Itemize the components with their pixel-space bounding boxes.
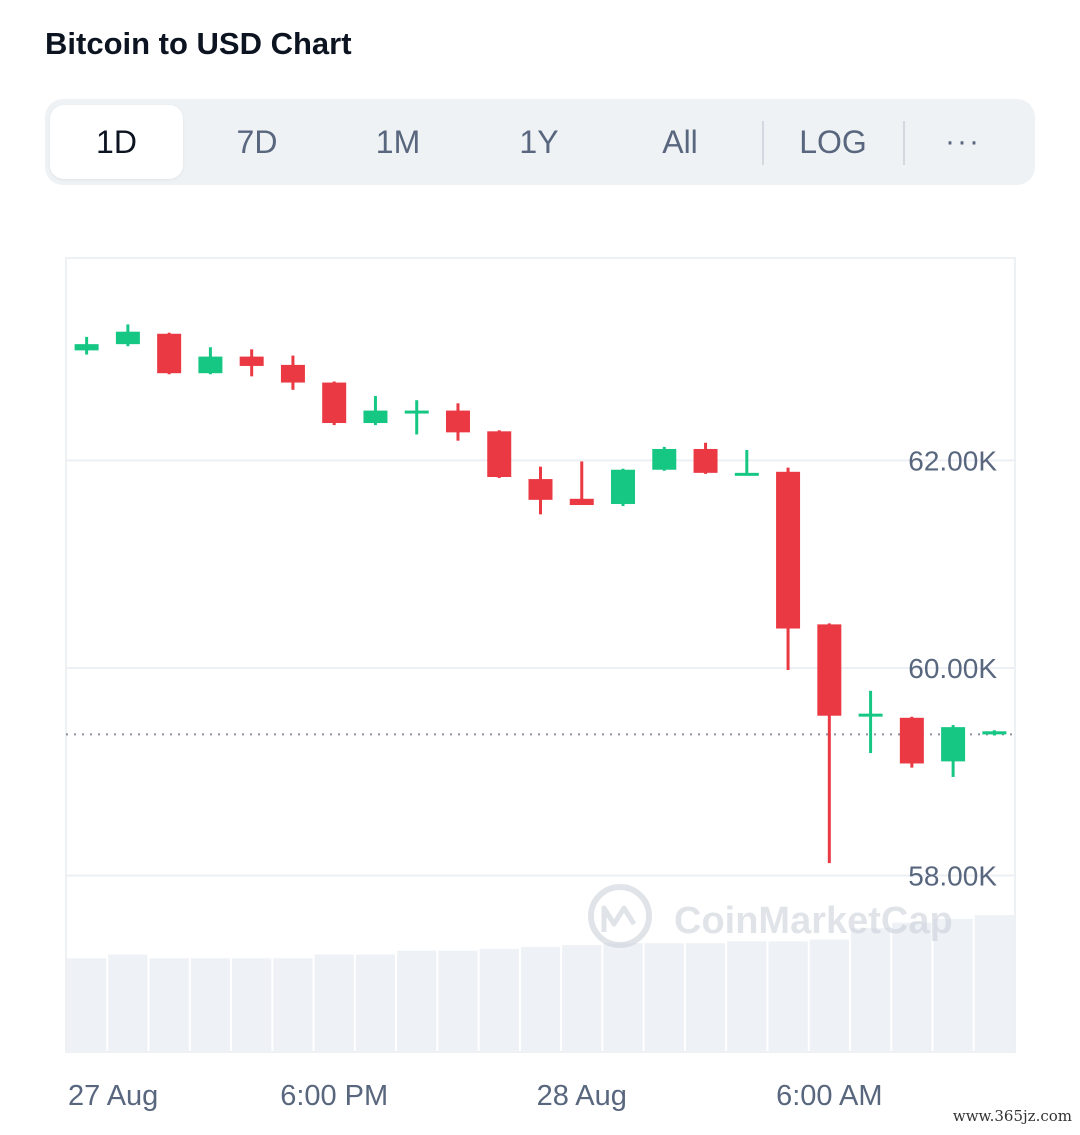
candle-up [858, 690, 883, 754]
volume-bar [232, 958, 272, 1052]
candle-body [652, 448, 677, 470]
candle-up [941, 725, 966, 777]
volume-bar [520, 947, 561, 1052]
page-title: Bitcoin to USD Chart [45, 26, 352, 61]
volume-bar [603, 943, 643, 1052]
tab-divider [762, 121, 764, 165]
candle-down [899, 716, 924, 768]
ellipsis-icon[interactable]: ··· [945, 125, 981, 158]
candle-down [157, 332, 182, 375]
gridlines [65, 257, 1016, 1053]
tab-1d[interactable]: 1D [50, 105, 183, 179]
volume-bar [314, 954, 354, 1052]
candle-up [734, 450, 759, 476]
x-axis-labels: 27 Aug 6:00 PM 28 Aug 6:00 AM [68, 1080, 883, 1112]
x-tick-label: 6:00 PM [280, 1080, 388, 1112]
watermark: CoinMarketCap [588, 884, 953, 948]
y-tick-label: 58.00K [908, 861, 997, 892]
candles [74, 324, 1007, 864]
candle-body [817, 624, 842, 716]
candle-up [74, 336, 99, 355]
candle-up [363, 396, 388, 426]
candle-body [611, 469, 636, 504]
candle-down [693, 442, 718, 474]
tab-log[interactable]: LOG [799, 123, 867, 160]
candle-down [528, 466, 553, 515]
candle-up [404, 400, 429, 435]
candle-down [280, 355, 305, 390]
y-tick-label: 62.00K [908, 445, 997, 476]
x-tick-label: 28 Aug [537, 1080, 627, 1112]
y-axis-labels: 62.00K 60.00K 58.00K [908, 445, 997, 891]
volume-bar [562, 945, 602, 1052]
volume-bar [190, 958, 231, 1052]
volume-bar [397, 950, 437, 1052]
candle-body [487, 431, 512, 477]
candle-body [363, 410, 388, 424]
candle-body [858, 713, 883, 717]
candle-body [941, 727, 966, 762]
candle-down [776, 467, 801, 671]
volume-bar [685, 943, 726, 1052]
candle-down [487, 430, 512, 479]
candle-body [404, 410, 429, 414]
x-tick-label: 6:00 AM [776, 1080, 882, 1112]
coinmarketcap-logo-icon [588, 884, 652, 948]
volume-bar [974, 915, 1014, 1052]
coinmarketcap-logo-mark [601, 905, 637, 932]
watermark-text: CoinMarketCap [674, 900, 953, 942]
candle-body [776, 471, 801, 629]
candle-body [569, 498, 594, 506]
candle-body [528, 479, 553, 500]
candle-body [198, 356, 223, 374]
candle-body [899, 717, 924, 764]
candle-body [239, 356, 264, 366]
volume-bar [67, 958, 107, 1052]
volume-bar [727, 941, 767, 1052]
candle-body [74, 344, 99, 351]
candle-body [445, 410, 470, 433]
candle-down [817, 623, 842, 864]
candle-down [569, 461, 594, 506]
volume-bar [479, 948, 519, 1052]
candle-down [239, 349, 264, 377]
tab-7d[interactable]: 7D [236, 123, 278, 160]
candle-up [982, 730, 1007, 736]
candle-body [157, 333, 182, 374]
candle-up [611, 468, 636, 507]
candle-down [445, 403, 470, 441]
tab-1y[interactable]: 1Y [519, 123, 559, 160]
candle-body [734, 472, 759, 476]
tab-divider [903, 121, 905, 165]
volume-bar [355, 954, 396, 1052]
timeframe-tab-bar: 1D 7D 1M 1Y All LOG ··· [45, 99, 1035, 185]
tab-1m[interactable]: 1M [375, 123, 421, 160]
volume-bar [933, 918, 973, 1052]
candle-body [982, 731, 1007, 735]
candle-up [198, 347, 223, 375]
candle-down [322, 381, 347, 426]
volume-bar [273, 958, 313, 1052]
volume-bar [438, 950, 478, 1052]
volume-bar [644, 943, 684, 1052]
candle-body [322, 382, 347, 424]
x-tick-label: 27 Aug [68, 1080, 158, 1112]
candle-body [693, 448, 718, 473]
candle-up [652, 446, 677, 471]
footer-watermark-url: www.365jz.com [952, 1107, 1072, 1125]
volume-bar [768, 941, 808, 1052]
volume-bar [892, 922, 932, 1052]
volume-bar [850, 928, 891, 1052]
volume-bars [67, 915, 1014, 1052]
tab-all[interactable]: All [662, 123, 698, 160]
y-tick-label: 60.00K [908, 653, 997, 684]
candle-body [280, 364, 305, 383]
candle-body [115, 331, 140, 345]
volume-bar [149, 958, 189, 1052]
volume-bar [108, 954, 148, 1052]
candle-up [115, 324, 140, 347]
volume-bar [809, 939, 849, 1052]
